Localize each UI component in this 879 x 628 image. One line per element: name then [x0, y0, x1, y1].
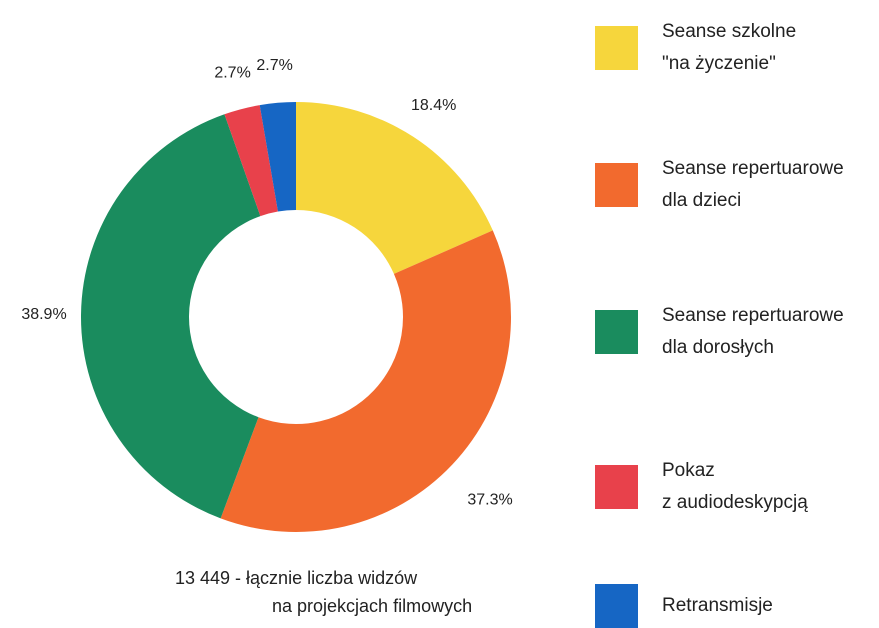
- legend-label: Retransmisje: [662, 595, 773, 616]
- legend-item: Pokaz z audiodeskypcją: [595, 455, 808, 519]
- donut-segment: [81, 114, 261, 519]
- legend-swatch: [595, 465, 638, 509]
- legend-label: Seanse repertuarowe dla dzieci: [662, 158, 844, 211]
- legend-swatch: [595, 26, 638, 70]
- legend-swatch: [595, 310, 638, 354]
- annotation: 13 449 - łącznie liczba widzów: [175, 568, 418, 588]
- data-label: 2.7%: [256, 57, 292, 74]
- legend-item: Seanse repertuarowe dla dorosłych: [595, 300, 844, 364]
- legend-label: Seanse szkolne "na życzenie": [662, 21, 797, 74]
- legend-item: Seanse repertuarowe dla dzieci: [595, 153, 844, 217]
- legend-label: Pokaz z audiodeskypcją: [662, 460, 808, 513]
- donut-segment: [296, 102, 493, 274]
- donut-segment: [259, 102, 296, 212]
- legend-swatch: [595, 584, 638, 628]
- donut-segment: [224, 105, 278, 217]
- data-label: 38.9%: [21, 306, 66, 323]
- data-label: 37.3%: [467, 492, 512, 509]
- annotation: na projekcjach filmowych: [272, 596, 473, 616]
- legend-label: Seanse repertuarowe dla dorosłych: [662, 305, 844, 358]
- data-label: 18.4%: [411, 97, 456, 114]
- data-label: 2.7%: [214, 64, 250, 81]
- donut-segment: [220, 230, 511, 532]
- donut-chart: 18.4% 37.3% 38.9% 2.7% 2.7%: [21, 57, 513, 532]
- legend-item: Retransmisje: [595, 584, 773, 628]
- legend-swatch: [595, 163, 638, 207]
- legend-item: Seanse szkolne "na życzenie": [595, 16, 796, 80]
